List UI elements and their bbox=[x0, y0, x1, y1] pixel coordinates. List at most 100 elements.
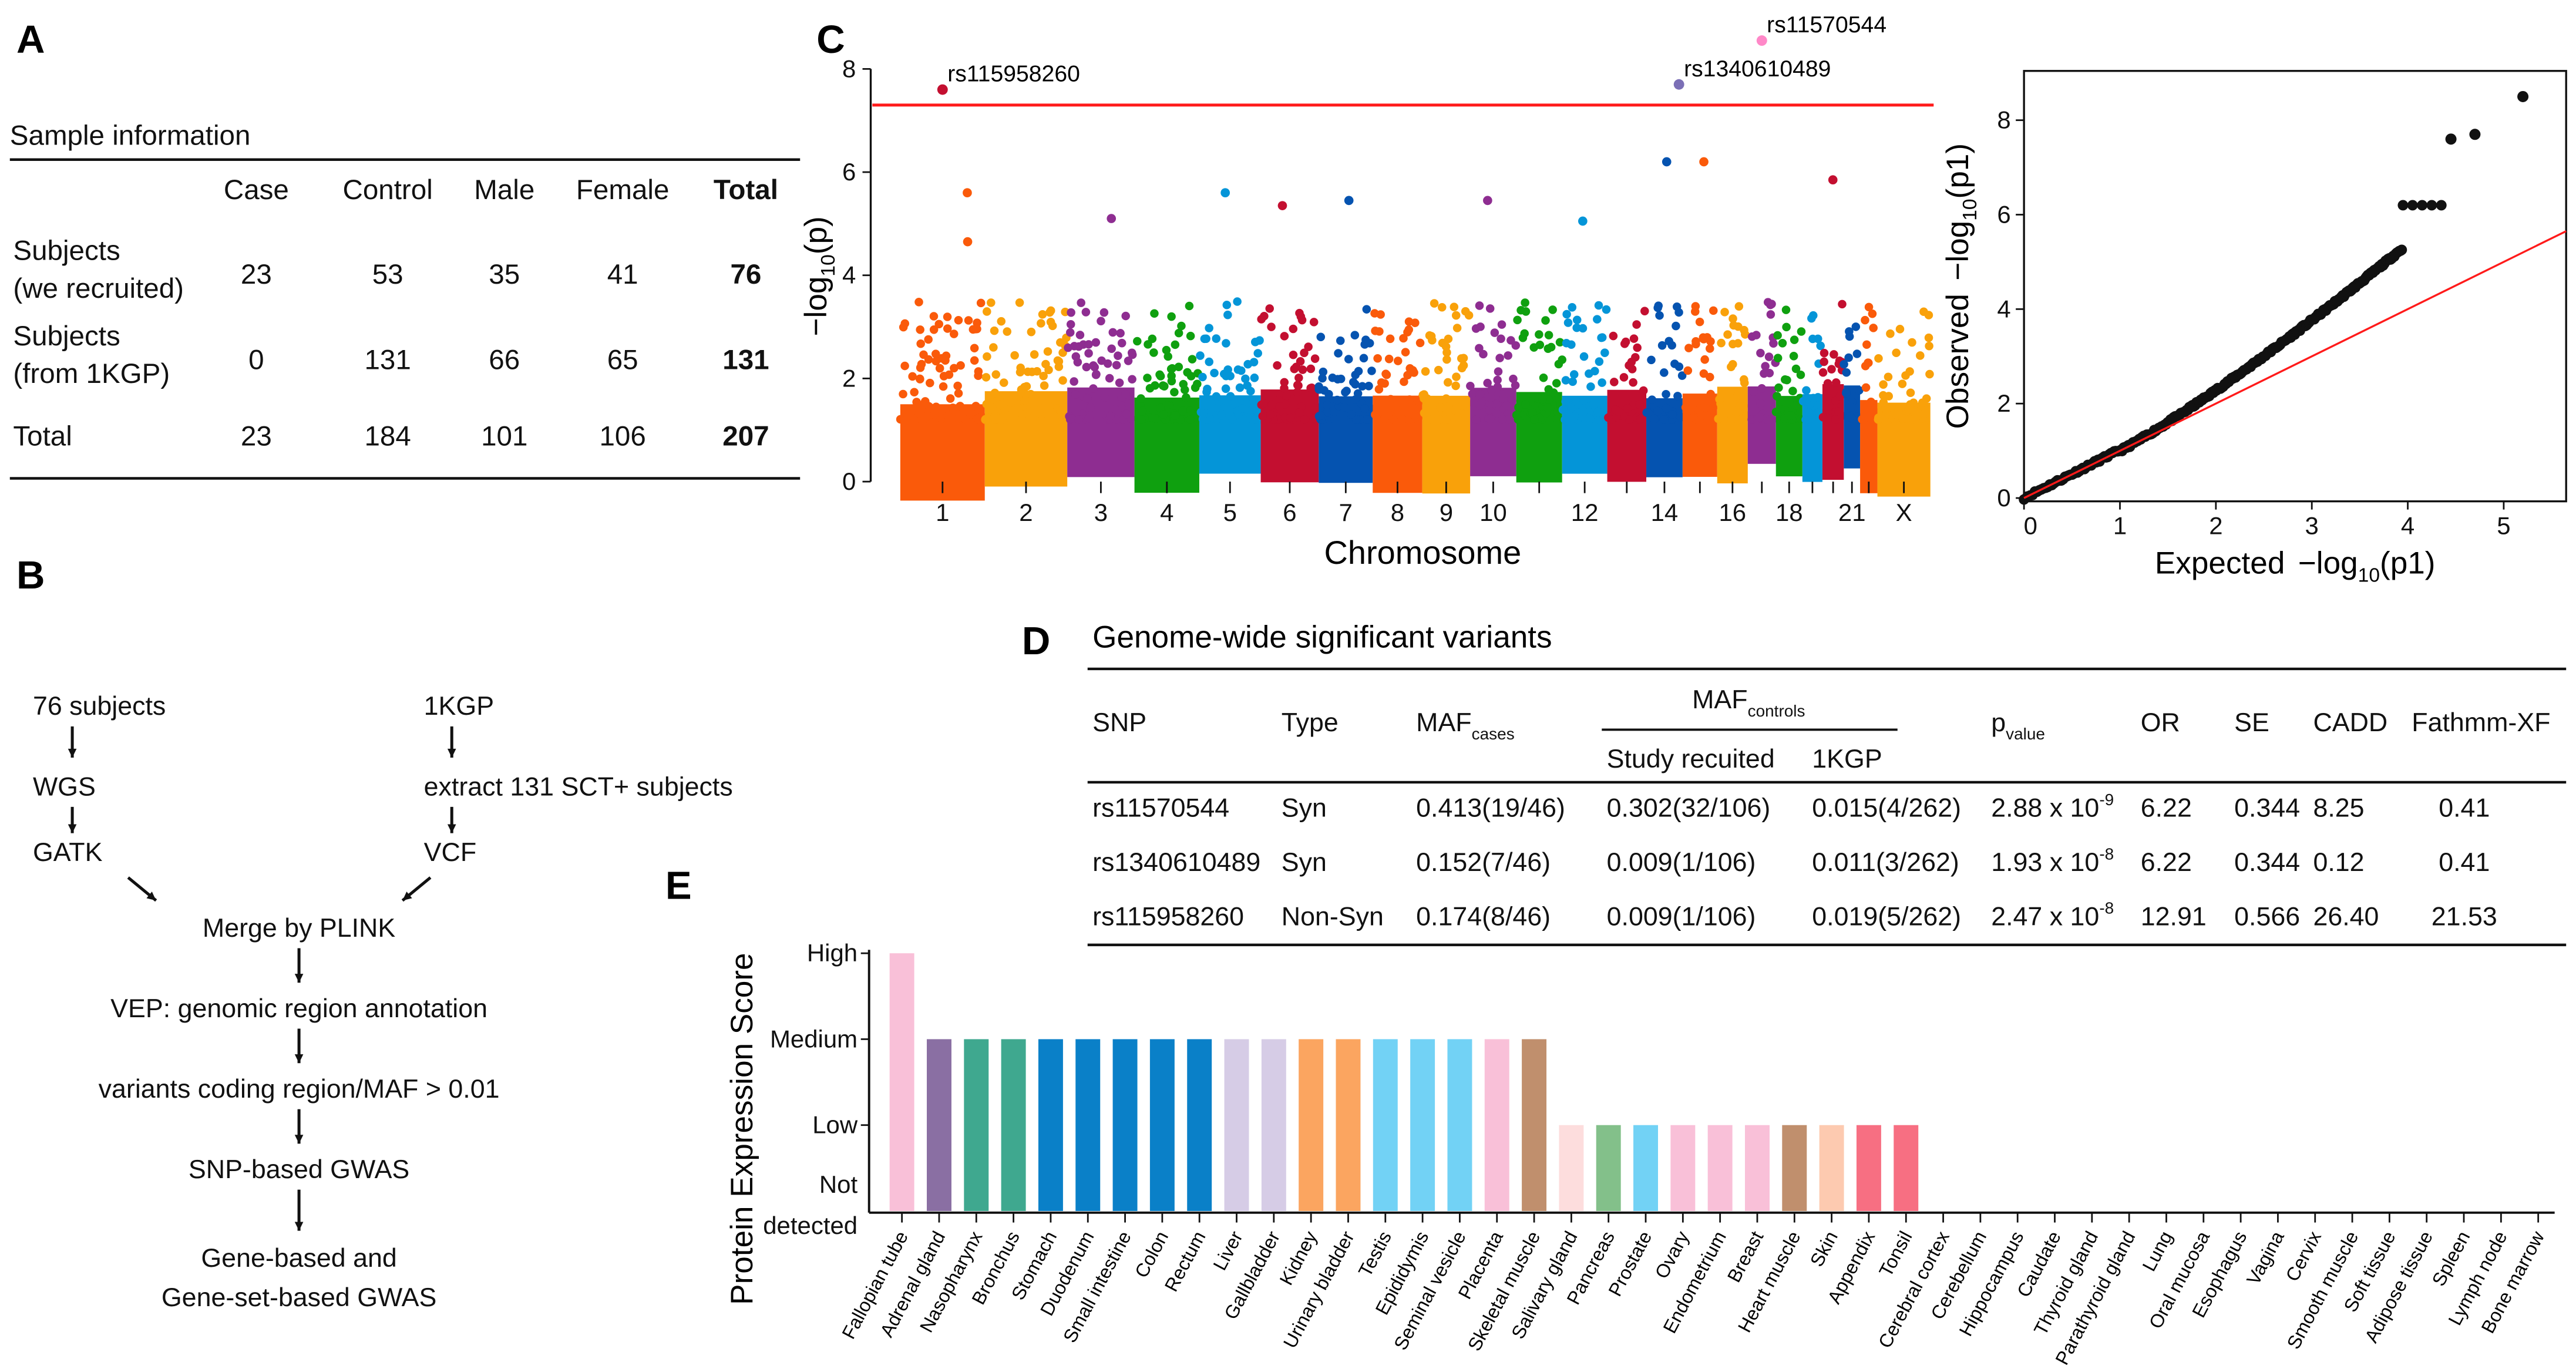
snp-point bbox=[1733, 408, 1742, 416]
snp-point bbox=[1773, 354, 1783, 362]
bar-skin bbox=[1819, 1125, 1844, 1212]
snp-point bbox=[1483, 378, 1492, 388]
x-tick-label: 18 bbox=[1775, 499, 1803, 526]
snp-point bbox=[1495, 354, 1504, 362]
chromosome-14-points bbox=[1642, 157, 1687, 477]
snp-point bbox=[1084, 413, 1094, 423]
snp-point bbox=[1864, 358, 1872, 367]
snp-point bbox=[1756, 399, 1765, 408]
cell-se: 0.566 bbox=[2234, 902, 2300, 931]
snp-point bbox=[1579, 352, 1589, 361]
snp-point bbox=[899, 389, 907, 399]
snp-point bbox=[1558, 355, 1566, 364]
flow-step: GATK bbox=[33, 837, 103, 867]
y-tick-label: 6 bbox=[842, 158, 856, 186]
sample-table: Case Control Male Female Total Subjects (we re… bbox=[13, 174, 778, 452]
snp-point bbox=[996, 400, 1005, 409]
column-header: Female bbox=[576, 174, 670, 206]
snp-point bbox=[1884, 372, 1893, 382]
snp-point bbox=[1075, 331, 1085, 339]
snp-point bbox=[1196, 351, 1205, 360]
snp-point bbox=[1672, 321, 1680, 331]
snp-point bbox=[1791, 364, 1801, 374]
arrow-icon bbox=[68, 726, 77, 758]
snp-point bbox=[1166, 364, 1176, 374]
bar-fallopian-tube bbox=[889, 953, 914, 1212]
snp-point bbox=[1205, 324, 1213, 332]
snp-point bbox=[1472, 415, 1481, 424]
x-tick-label: Testis bbox=[1354, 1227, 1395, 1280]
y-tick-label: 4 bbox=[1997, 295, 2010, 322]
snp-point bbox=[1374, 385, 1384, 394]
snp-point bbox=[1476, 322, 1485, 331]
chromosome-22-points bbox=[1858, 302, 1880, 493]
snp-point bbox=[1479, 349, 1488, 359]
snp-point bbox=[1136, 415, 1146, 424]
snp-point bbox=[1003, 327, 1012, 336]
snp-point bbox=[1171, 340, 1180, 349]
snp-point bbox=[1293, 381, 1302, 389]
y-tick-label: 2 bbox=[1997, 389, 2010, 417]
snp-point bbox=[1831, 415, 1840, 424]
x-tick-label: 0 bbox=[2024, 512, 2037, 540]
cell-type: Syn bbox=[1282, 847, 1327, 877]
snp-point bbox=[1267, 322, 1276, 331]
snp-point bbox=[1320, 386, 1329, 395]
x-tick-label: 8 bbox=[1391, 499, 1404, 526]
snp-point bbox=[1233, 297, 1242, 306]
cell-type: Non-Syn bbox=[1282, 902, 1384, 931]
snp-point bbox=[1852, 349, 1862, 358]
snp-point bbox=[1861, 383, 1871, 392]
snp-point bbox=[1048, 321, 1057, 331]
snp-point bbox=[1494, 367, 1503, 376]
x-tick-label: 6 bbox=[1283, 499, 1296, 526]
flow-step: WGS bbox=[33, 772, 96, 801]
bar-heart-muscle bbox=[1782, 1125, 1807, 1212]
table-cell: 66 bbox=[489, 344, 520, 375]
snp-point bbox=[1091, 338, 1101, 347]
flow-step: extract 131 SCT+ subjects bbox=[424, 772, 733, 801]
snp-point bbox=[1639, 386, 1648, 395]
snp-point bbox=[1684, 344, 1693, 352]
snp-point bbox=[1393, 356, 1403, 365]
snp-point bbox=[930, 411, 939, 419]
snp-point bbox=[1237, 404, 1247, 413]
snp-point bbox=[1105, 374, 1114, 383]
variants-table: SNP Type MAFcases MAFcontrols Study recuited… bbox=[1087, 667, 2567, 947]
chromosome-4-points bbox=[1133, 301, 1203, 493]
snp-point bbox=[1818, 368, 1828, 377]
snp-point bbox=[1475, 301, 1484, 310]
snp-point bbox=[1010, 351, 1019, 360]
bar-endometrium bbox=[1707, 1125, 1733, 1212]
snp-point bbox=[1803, 393, 1812, 403]
snp-point bbox=[1672, 302, 1682, 311]
snp-point bbox=[1442, 394, 1451, 403]
snp-point bbox=[1017, 385, 1026, 394]
header-snp: SNP bbox=[1092, 708, 1146, 737]
snp-point bbox=[1563, 318, 1573, 327]
chromosome-8-points bbox=[1370, 309, 1426, 493]
snp-point bbox=[1121, 389, 1130, 399]
snp-point bbox=[1384, 354, 1394, 364]
snp-point bbox=[1845, 332, 1854, 341]
x-tick-label: X bbox=[1896, 499, 1912, 526]
snp-point bbox=[1152, 414, 1161, 423]
snp-point bbox=[1572, 323, 1581, 332]
snp-point bbox=[954, 315, 963, 325]
snp-point bbox=[1668, 410, 1677, 419]
snp-point bbox=[1434, 365, 1443, 375]
snp-point bbox=[1182, 393, 1191, 402]
snp-point bbox=[1521, 307, 1531, 316]
flow-step: Gene-set-based GWAS bbox=[162, 1283, 436, 1312]
snp-point bbox=[1347, 410, 1356, 419]
snp-point bbox=[1635, 400, 1645, 409]
snp-point bbox=[1895, 325, 1905, 334]
snp-point bbox=[1530, 415, 1539, 424]
snp-point bbox=[915, 374, 924, 384]
snp-point bbox=[1223, 310, 1232, 319]
snp-point bbox=[1217, 411, 1226, 420]
snp-point bbox=[970, 356, 979, 365]
snp-point bbox=[1198, 415, 1208, 423]
snp-point bbox=[1692, 396, 1701, 405]
bar-colon bbox=[1149, 1039, 1175, 1212]
